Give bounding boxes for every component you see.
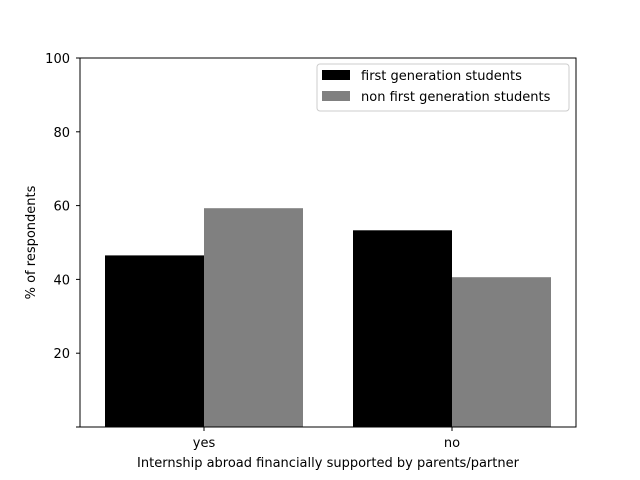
legend-swatch-first-generation: [322, 70, 350, 80]
x-axis-label: Internship abroad financially supported …: [137, 456, 520, 471]
y-tick-label: 40: [53, 273, 70, 288]
plot-frame: [79, 57, 577, 428]
x-tick-label: yes: [193, 436, 216, 451]
bar-yes-series-0: [105, 255, 204, 427]
y-axis: 20 40 60 80 100: [45, 52, 80, 428]
legend: first generation students non first gene…: [316, 63, 570, 112]
y-axis-label: % of respondents: [24, 185, 39, 299]
legend-label-non-first-generation: non first generation students: [361, 90, 551, 105]
y-tick-label: 60: [53, 200, 70, 215]
x-axis: yes no: [193, 427, 460, 451]
bars: [105, 208, 551, 427]
legend-label-first-generation: first generation students: [361, 69, 522, 84]
y-tick-label: 20: [53, 347, 70, 362]
y-tick-label: 100: [45, 52, 70, 67]
legend-box: [316, 63, 570, 112]
y-tick-label: 80: [53, 126, 70, 141]
x-tick-label: no: [444, 436, 460, 451]
legend-swatch-non-first-generation: [322, 91, 350, 101]
bar-no-series-0: [353, 230, 452, 427]
bar-yes-series-1: [204, 208, 303, 427]
bar-no-series-1: [452, 277, 551, 427]
